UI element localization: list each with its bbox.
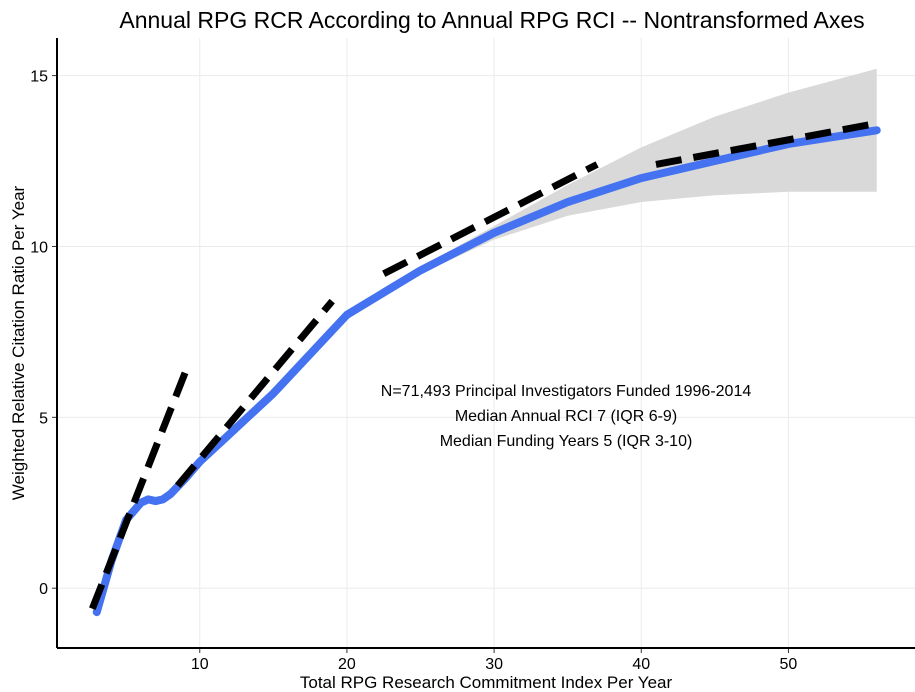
annotation: N=71,493 Principal Investigators Funded …: [381, 383, 752, 400]
y-tick-label: 15: [30, 69, 48, 86]
y-tick-label: 10: [30, 239, 48, 256]
x-tick-label: 10: [191, 656, 209, 673]
x-tick-label: 40: [632, 656, 650, 673]
fit-line: [92, 126, 881, 617]
tangent-line: [174, 298, 335, 488]
annotation: Median Annual RCI 7 (IQR 6-9): [455, 408, 677, 425]
x-tick-label: 50: [780, 656, 798, 673]
annotation: Median Funding Years 5 (IQR 3-10): [440, 433, 693, 450]
y-axis-label: Weighted Relative Citation Ratio Per Yea…: [9, 185, 28, 500]
x-tick-label: 20: [338, 656, 356, 673]
y-tick-label: 5: [39, 410, 48, 427]
x-tick-label: 30: [485, 656, 503, 673]
x-axis-label: Total RPG Research Commitment Index Per …: [300, 673, 673, 692]
chart-title: Annual RPG RCR According to Annual RPG R…: [119, 7, 864, 33]
y-tick-label: 0: [39, 581, 48, 598]
tangent-line: [382, 161, 599, 277]
tangent-line: [89, 371, 189, 610]
